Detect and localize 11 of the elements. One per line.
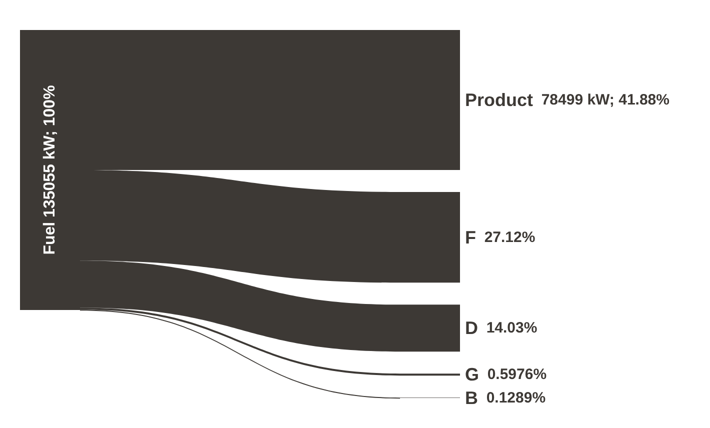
data-label: 27.12% xyxy=(484,228,536,246)
category-label: G xyxy=(465,364,480,385)
data-label: 78499 kW; 41.88% xyxy=(541,92,670,109)
category-label: D xyxy=(465,318,478,338)
category-label: B xyxy=(465,388,478,408)
category-label: Product xyxy=(465,90,534,110)
data-label: 0.1289% xyxy=(486,389,546,406)
data-label: 0.5976% xyxy=(487,366,547,384)
data-label: 14.03% xyxy=(486,320,538,337)
text: Fuel 135055 kW; 100% xyxy=(42,85,58,255)
category-label: F xyxy=(465,227,476,248)
